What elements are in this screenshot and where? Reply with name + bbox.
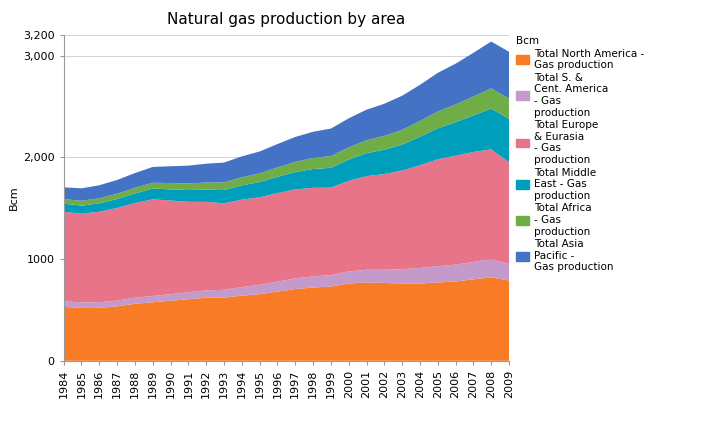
Y-axis label: Bcm: Bcm [8, 186, 19, 210]
Legend: Total North America -
Gas production, Total S. &
Cent. America
- Gas
production,: Total North America - Gas production, To… [514, 34, 646, 275]
Title: Natural gas production by area: Natural gas production by area [168, 12, 405, 27]
